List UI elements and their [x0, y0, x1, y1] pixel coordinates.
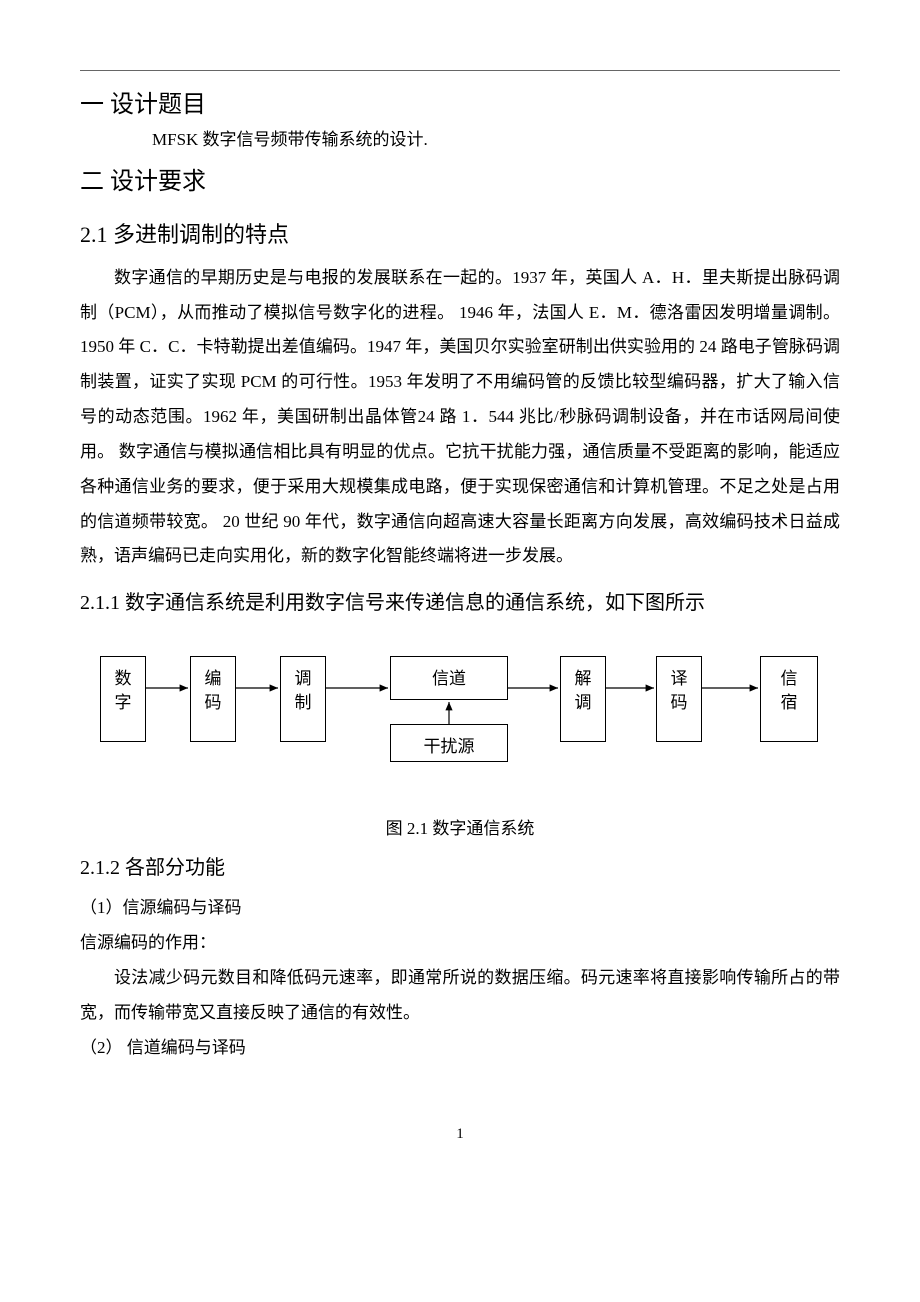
- flow-diagram: 数字编码调制 信道干扰源 解调译码信宿: [80, 646, 840, 776]
- diagram-caption: 图 2.1 数字通信系统: [80, 814, 840, 839]
- diagram-node-sink: 信宿: [760, 656, 818, 742]
- diagram-node-encoder: 编码: [190, 656, 236, 742]
- page-root: 一 设计题目 MFSK 数字信号频带传输系统的设计. 二 设计要求 2.1 多进…: [80, 0, 840, 1183]
- section-2-1-body: 数字通信的早期历史是与电报的发展联系在一起的。1937 年，英国人 A．H．里夫…: [80, 261, 840, 575]
- section-2-1-2-heading: 2.1.2 各部分功能: [80, 853, 840, 883]
- diagram-node-demod: 解调: [560, 656, 606, 742]
- section-2-heading: 二 设计要求: [80, 166, 840, 200]
- item-1-title: （1）信源编码与译码: [80, 891, 840, 926]
- diagram-node-noise: 干扰源: [390, 724, 508, 762]
- diagram-node-channel: 信道: [390, 656, 508, 700]
- item-2-title: （2） 信道编码与译码: [80, 1031, 840, 1066]
- section-1-subtitle: MFSK 数字信号频带传输系统的设计.: [152, 127, 840, 153]
- section-2-1-1-heading: 2.1.1 数字通信系统是利用数字信号来传递信息的通信系统，如下图所示: [80, 588, 840, 618]
- item-1-line: 信源编码的作用：: [80, 926, 840, 961]
- page-number: 1: [80, 1126, 840, 1143]
- diagram-node-modulator: 调制: [280, 656, 326, 742]
- diagram-container: 数字编码调制 信道干扰源 解调译码信宿 图 2.1 数字通信系统: [80, 646, 840, 839]
- top-rule: [80, 70, 840, 71]
- diagram-node-decoder: 译码: [656, 656, 702, 742]
- diagram-node-source: 数字: [100, 656, 146, 742]
- section-2-1-heading: 2.1 多进制调制的特点: [80, 218, 840, 251]
- section-1-heading: 一 设计题目: [80, 89, 840, 123]
- item-1-body: 设法减少码元数目和降低码元速率，即通常所说的数据压缩。码元速率将直接影响传输所占…: [80, 961, 840, 1031]
